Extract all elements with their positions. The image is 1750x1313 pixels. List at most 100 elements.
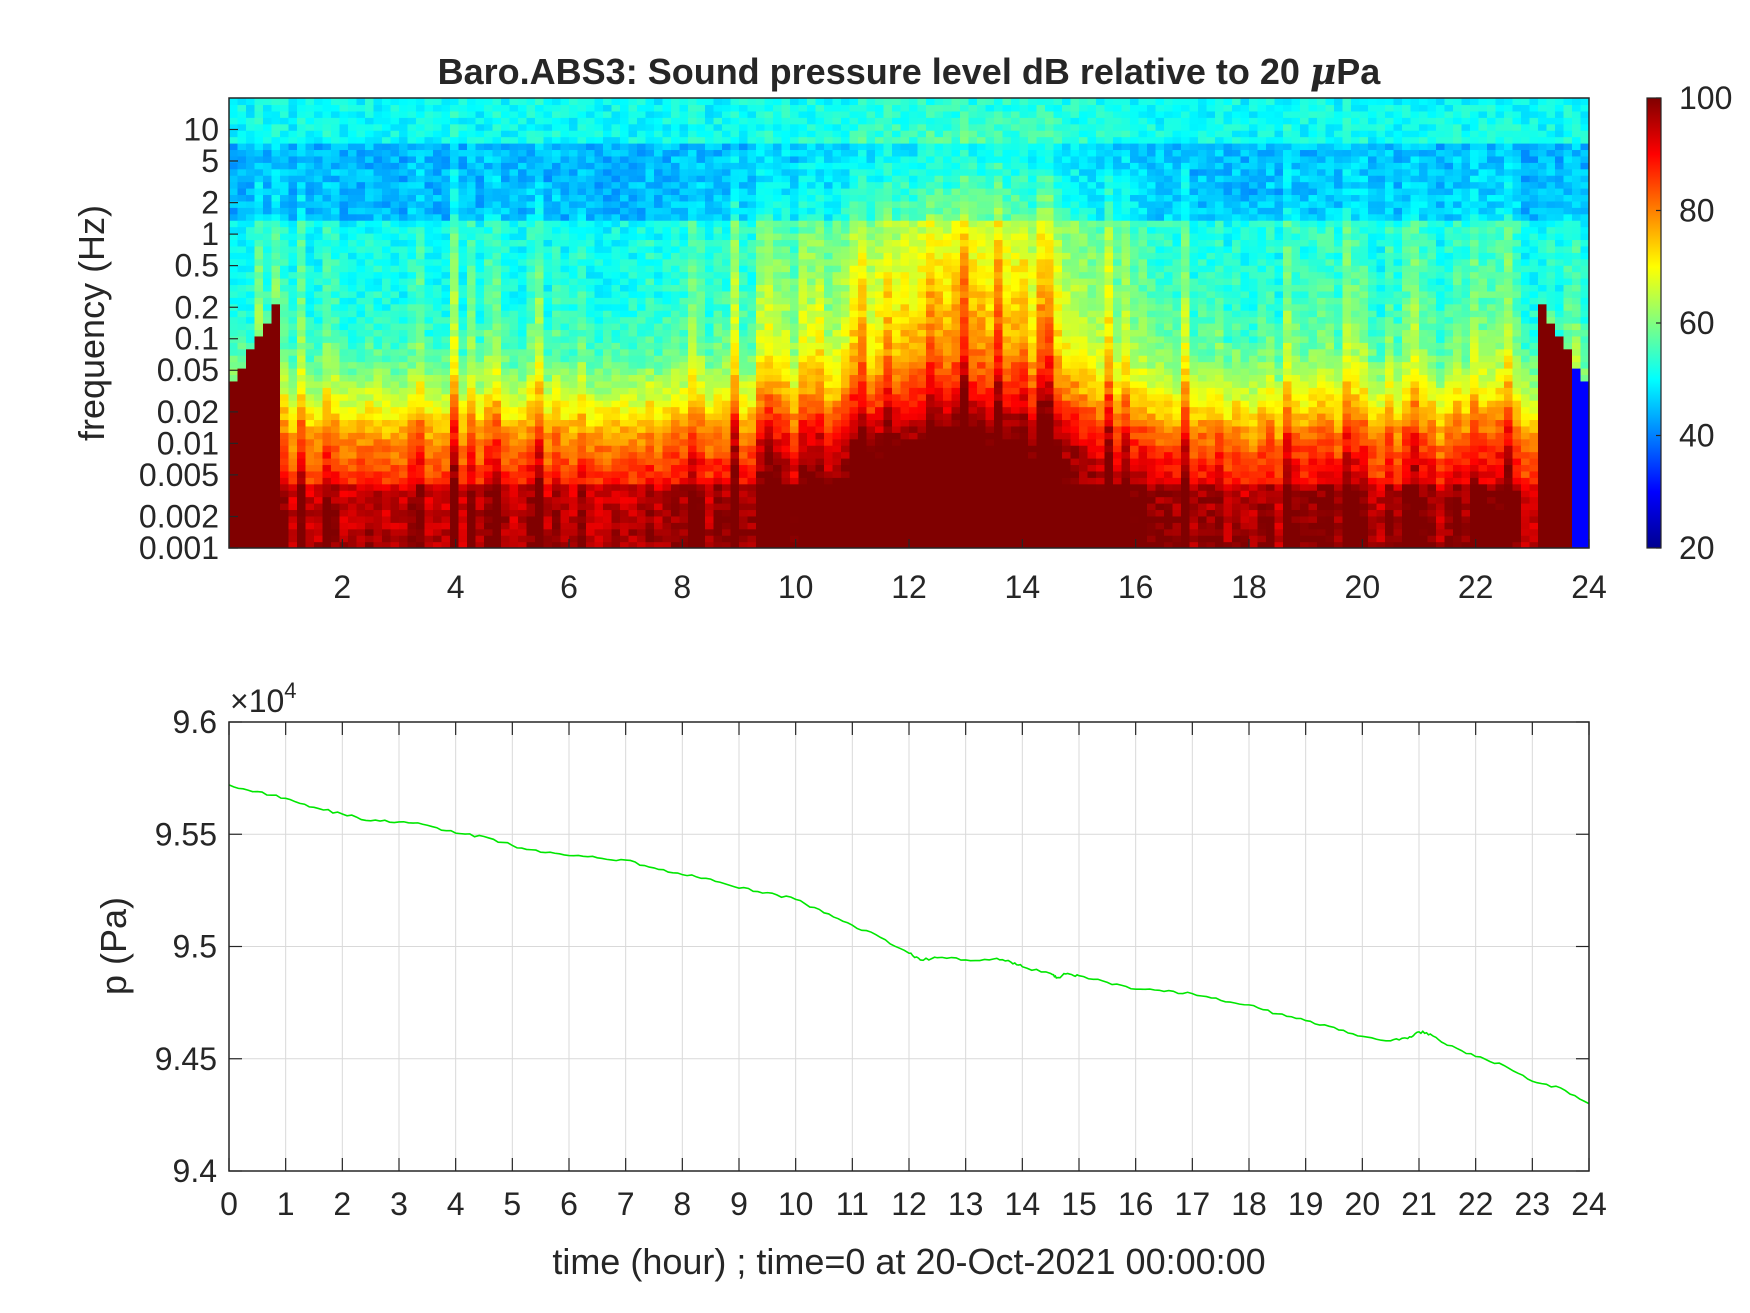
spectrogram-cell [407,419,417,427]
spectrogram-cell [696,419,706,427]
spectrogram-cell [339,368,349,376]
spectrogram-cell [560,278,570,286]
spectrogram-cell [603,168,613,176]
spectrogram-cell [475,200,485,208]
spectrogram-cell [696,239,706,247]
spectrogram-cell [611,175,621,183]
spectrogram-cell [611,290,621,298]
spectrogram-cell [322,490,332,498]
spectrogram-cell [229,323,239,331]
spectrogram-cell [450,451,460,459]
spectrogram-cell [348,470,358,478]
spectrogram-cell [458,483,468,491]
spectrogram-cell [705,374,715,382]
spectrogram-cell [807,213,817,221]
spectrogram-cell [569,496,579,504]
spectrogram-cell [339,419,349,427]
spectrogram-cell [390,361,400,369]
spectrogram-cell [501,541,511,548]
spectrogram-cell [475,342,485,350]
spectrogram-cell [543,265,553,273]
spectrogram-cell [645,432,655,440]
spectrogram-cell [280,496,290,504]
spectrogram-cell [543,496,553,504]
spectrogram-cell [798,175,808,183]
spectrogram-cell [407,477,417,485]
spectrogram-cell [382,117,392,125]
spectrogram-cell [509,117,519,125]
spectrogram-cell [399,149,409,157]
spectrogram-cell [722,406,732,414]
spectrogram-cell [373,194,383,202]
spectrogram-cell [382,181,392,189]
spectrogram-cell [586,432,596,440]
spectrogram-cell [484,380,494,388]
spectrogram-cell [526,438,536,446]
spectrogram-cell [671,284,681,292]
spectrogram-cell [620,130,630,138]
spectrogram-cell [390,310,400,318]
spectrogram-cell [288,110,298,118]
spectrogram-cell [458,220,468,228]
spectrogram-cell [756,400,766,408]
spectrogram-cell [611,130,621,138]
spectrogram-cell [416,438,426,446]
spectrogram-cell [603,181,613,189]
spectrogram-cell [373,445,383,453]
spectrogram-cell [356,213,366,221]
spectrogram-cell [611,310,621,318]
spectrogram-cell [373,451,383,459]
spectrogram-cell [484,528,494,536]
spectrogram-cell [713,528,723,536]
spectrogram-cell [365,509,375,517]
spectrogram-cell [730,297,740,305]
spectrogram-cell [824,374,834,382]
spectrogram-cell [535,438,545,446]
spectrogram-cell [824,278,834,286]
spectrogram-cell [815,316,825,324]
spectrogram-cell [637,200,647,208]
spectrogram-cell [399,535,409,543]
spectrogram-cell [747,110,757,118]
spectrogram-cell [662,355,672,363]
spectrogram-cell [781,278,791,286]
spectrogram-cell [365,329,375,337]
spectrogram-cell [475,355,485,363]
spectrogram-cell [807,252,817,260]
spectrogram-cell [416,387,426,395]
spectrogram-cell [798,425,808,433]
spectrogram-cell [628,220,638,228]
spectrogram-cell [416,207,426,215]
spectrogram-cell [305,284,315,292]
spectrogram-cell [237,123,247,131]
spectrogram-cell [764,239,774,247]
spectrogram-cell [339,342,349,350]
spectrogram-cell [263,451,273,459]
spectrogram-cell [492,123,502,131]
spectrogram-cell [713,104,723,112]
spectrogram-cell [441,400,451,408]
spectrogram-cell [594,355,604,363]
spectrogram-cell [271,194,281,202]
spectrogram-cell [441,535,451,543]
spectrogram-cell [237,143,247,151]
spectrogram-cell [467,470,477,478]
spectrogram-cell [611,168,621,176]
spectrogram-cell [237,278,247,286]
spectrogram-cell [773,271,783,279]
spectrogram-cell [730,483,740,491]
spectrogram-cell [756,310,766,318]
spectrogram-cell [433,245,443,253]
spectrogram-cell [475,117,485,125]
spectrogram-cell [543,380,553,388]
spectrogram-cell [484,303,494,311]
spectrogram-cell [671,380,681,388]
spectrogram-cell [246,149,256,157]
spectrogram-cell [322,258,332,266]
spectrogram-cell [815,400,825,408]
spectrogram-cell [722,162,732,170]
spectrogram-cell [407,329,417,337]
spectrogram-cell [696,297,706,305]
spectrogram-cell [756,130,766,138]
spectrogram-cell [603,323,613,331]
